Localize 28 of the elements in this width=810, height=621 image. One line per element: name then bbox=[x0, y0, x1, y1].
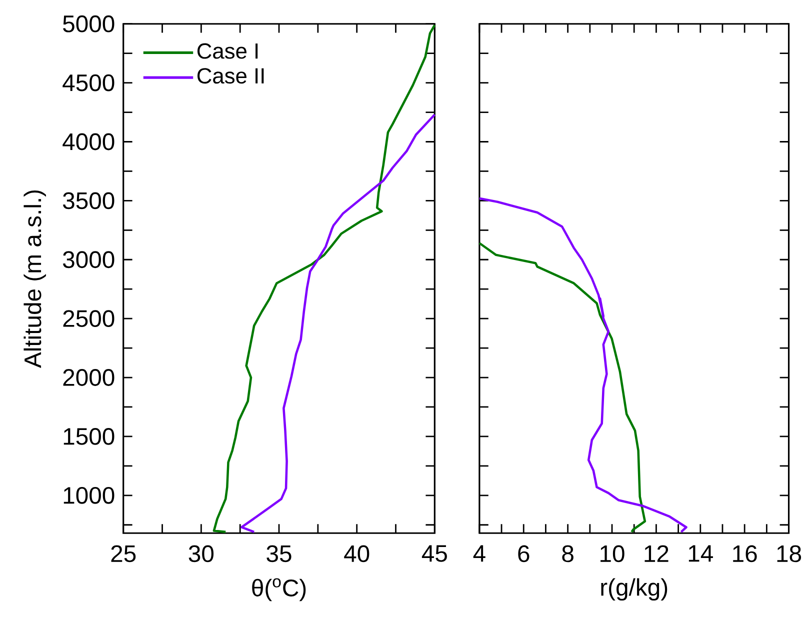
y-tick-label: 1500 bbox=[64, 428, 114, 446]
x-tick-label: 10 bbox=[600, 545, 624, 562]
legend-label: Case I bbox=[197, 43, 258, 59]
x-tick-label: 45 bbox=[422, 545, 447, 562]
y-tick-label: 3000 bbox=[62, 251, 114, 268]
x-tick-label: 12 bbox=[644, 545, 668, 562]
x-tick-label: 40 bbox=[344, 545, 370, 562]
y-tick-label: 5000 bbox=[63, 16, 114, 32]
y-tick-label: 4000 bbox=[62, 133, 114, 150]
x-axis-title: θ($^{o}$C) bbox=[252, 578, 306, 602]
x-tick-label: 8 bbox=[562, 545, 574, 562]
y-tick-label: 3500 bbox=[62, 192, 114, 210]
x-tick-label: 30 bbox=[188, 545, 214, 562]
y-axis-title: Altitude (m a.s.l.) bbox=[24, 190, 46, 368]
x-axis-title: r(g/kg) bbox=[601, 578, 668, 601]
legend-label: Case II bbox=[197, 68, 264, 84]
y-tick-label: 4500 bbox=[62, 74, 114, 92]
x-tick-label: 18 bbox=[777, 545, 802, 562]
y-tick-label: 2500 bbox=[63, 310, 114, 328]
x-tick-label: 25 bbox=[111, 545, 136, 562]
y-tick-label: 2000 bbox=[63, 369, 114, 386]
line-series bbox=[240, 114, 436, 534]
x-tick-label: 6 bbox=[518, 545, 530, 562]
x-tick-label: 35 bbox=[266, 545, 292, 562]
y-tick-label: 1000 bbox=[64, 487, 114, 504]
x-tick-label: 14 bbox=[688, 545, 713, 562]
x-tick-label: 16 bbox=[733, 545, 757, 562]
x-tick-label: 4 bbox=[473, 545, 486, 562]
